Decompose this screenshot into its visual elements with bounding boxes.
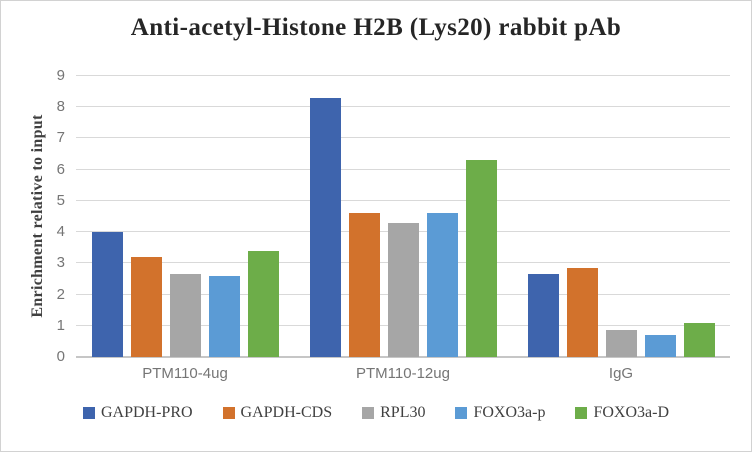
legend-label: RPL30 <box>380 404 426 421</box>
y-tick-label: 9 <box>56 67 65 84</box>
gridline <box>76 199 730 201</box>
y-tick-label: 8 <box>56 98 65 116</box>
legend-swatch-GAPDH-CDS <box>222 407 235 419</box>
x-axis-category-labels: PTM110-4ug PTM110-12ug IgG <box>76 365 730 382</box>
bar-GAPDH-PRO-PTM110-12ug <box>309 97 341 357</box>
bar-FOXO3a-p-PTM110-12ug <box>426 213 458 357</box>
bar-RPL30-PTM110-12ug <box>387 222 419 357</box>
legend-swatch-RPL30 <box>362 407 375 419</box>
y-tick-label: 6 <box>56 160 65 178</box>
bar-GAPDH-CDS-IgG <box>566 268 598 357</box>
bar-FOXO3a-D-PTM110-12ug <box>465 160 497 357</box>
chart-title: Anti-acetyl-Histone H2B (Lys20) rabbit p… <box>130 14 622 41</box>
gridline <box>76 75 730 76</box>
category-label-IgG: IgG <box>608 365 634 382</box>
plot-area <box>76 75 730 358</box>
y-tick-label: 5 <box>56 191 65 209</box>
bar-RPL30-IgG <box>605 330 637 357</box>
legend-label: GAPDH-CDS <box>240 404 333 421</box>
bar-FOXO3a-D-IgG <box>683 322 715 357</box>
legend-label: FOXO3a-p <box>473 404 546 421</box>
gridline <box>76 137 730 139</box>
y-tick-label: 3 <box>56 254 65 272</box>
bar-GAPDH-PRO-PTM110-4ug <box>91 232 123 357</box>
bar-FOXO3a-p-PTM110-4ug <box>208 275 240 357</box>
y-tick-label: 1 <box>56 316 65 334</box>
bar-group-PTM110-12ug <box>294 76 512 357</box>
legend-item-FOXO3a-p: FOXO3a-p <box>455 404 545 422</box>
gridline <box>76 106 730 108</box>
x-axis-line <box>76 356 730 358</box>
bar-group-IgG <box>512 76 730 357</box>
legend-item-RPL30: RPL30 <box>362 404 425 422</box>
legend-item-GAPDH-CDS: GAPDH-CDS <box>222 404 333 422</box>
category-label-PTM110-12ug: PTM110-12ug <box>356 365 450 382</box>
legend-swatch-FOXO3a-p <box>455 407 468 419</box>
bar-GAPDH-CDS-PTM110-12ug <box>348 213 380 357</box>
y-tick-label: 0 <box>56 348 65 365</box>
y-tick-label: 7 <box>56 129 65 147</box>
legend-label: FOXO3a-D <box>593 404 670 421</box>
legend-swatch-GAPDH-PRO <box>82 407 95 419</box>
category-label-PTM110-4ug: PTM110-4ug <box>142 365 228 382</box>
legend-label: GAPDH-PRO <box>100 404 193 421</box>
legend-item-GAPDH-PRO: GAPDH-PRO <box>82 404 193 422</box>
legend-swatch-FOXO3a-D <box>575 407 588 419</box>
bar-FOXO3a-D-PTM110-4ug <box>247 250 279 357</box>
bar-group-PTM110-4ug <box>76 76 294 357</box>
bar-groups <box>76 76 730 357</box>
bar-FOXO3a-p-IgG <box>644 335 676 357</box>
legend: GAPDH-PRO GAPDH-CDS RPL30 FOXO3a-p FOXO3a-D <box>1 404 751 422</box>
gridline <box>76 168 730 170</box>
bar-GAPDH-CDS-PTM110-4ug <box>130 257 162 357</box>
y-tick-label: 2 <box>56 285 65 303</box>
y-tick-label: 4 <box>56 223 65 241</box>
bar-GAPDH-PRO-IgG <box>527 274 559 357</box>
legend-item-FOXO3a-D: FOXO3a-D <box>575 404 669 422</box>
bar-RPL30-PTM110-4ug <box>169 274 201 357</box>
